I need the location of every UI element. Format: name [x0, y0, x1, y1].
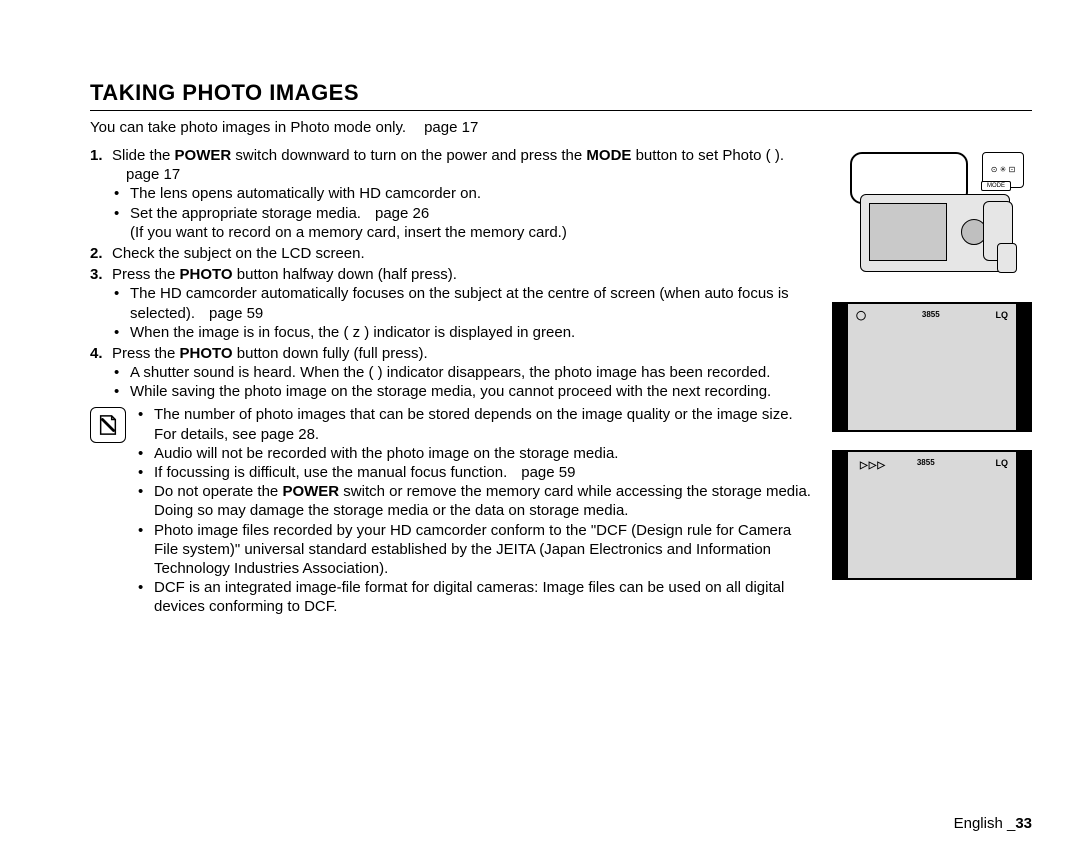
bullet-item: The lens opens automatically with HD cam… — [112, 184, 814, 203]
manual-page: TAKING PHOTO IMAGES You can take photo i… — [0, 0, 1080, 866]
black-bar-right — [1016, 304, 1030, 430]
step-bullets: The lens opens automatically with HD cam… — [112, 184, 814, 242]
figure-camcorder: ⊙ ✳ ⊡ MODE — [832, 146, 1032, 284]
page-ref: page 59 — [521, 463, 575, 482]
section-title: TAKING PHOTO IMAGES — [90, 80, 1032, 111]
figure-column: ⊙ ✳ ⊡ MODE ◯ 3855 LQ — [832, 146, 1032, 617]
footer-page-number: 33 — [1015, 815, 1032, 832]
camera-lcd — [869, 203, 947, 261]
intro-pageref: page 17 — [424, 119, 478, 136]
bullet-tail: (If you want to record on a memory card,… — [130, 224, 567, 241]
step-text: Press the PHOTO button down fully (full … — [112, 345, 428, 362]
note-item: Audio will not be recorded with the phot… — [136, 444, 814, 463]
content-row: 1. Slide the POWER switch downward to tur… — [90, 146, 1032, 617]
note-block: The number of photo images that can be s… — [90, 405, 814, 616]
camera-strap — [997, 243, 1017, 273]
page-ref: page 59 — [209, 304, 263, 323]
step-text: Slide the POWER switch downward to turn … — [112, 147, 784, 183]
step-number: 3. — [90, 265, 103, 284]
page-ref: page 26 — [375, 204, 429, 223]
text-column: 1. Slide the POWER switch downward to tur… — [90, 146, 814, 617]
bullet-item: When the image is in focus, the ( z ) in… — [112, 323, 814, 342]
mode-button-label: MODE — [981, 181, 1011, 191]
bullet-item: A shutter sound is heard. When the ( ) i… — [112, 363, 814, 382]
page-footer: English _33 — [954, 815, 1032, 832]
note-icon — [90, 407, 126, 443]
step-text: Check the subject on the LCD screen. — [112, 245, 365, 262]
footer-language: English _ — [954, 815, 1016, 832]
step-number: 4. — [90, 344, 103, 363]
black-bar-left — [834, 304, 848, 430]
step-item: 1. Slide the POWER switch downward to tur… — [90, 146, 814, 242]
quality-indicator: LQ — [995, 458, 1008, 468]
camera-body — [860, 194, 1010, 272]
step-item: 4. Press the PHOTO button down fully (ful… — [90, 344, 814, 402]
quality-indicator: LQ — [996, 310, 1009, 321]
note-item: Do not operate the POWER switch or remov… — [136, 482, 814, 520]
figure-screen-saving: ▷▷▷ 3855 LQ — [832, 450, 1032, 580]
step-text: Press the PHOTO button halfway down (hal… — [112, 266, 457, 283]
ctrl-glyphs: ⊙ ✳ ⊡ — [991, 166, 1016, 174]
step-item: 2. Check the subject on the LCD screen. — [90, 244, 814, 263]
intro-line: You can take photo images in Photo mode … — [90, 119, 1032, 136]
black-bar-right — [1016, 452, 1030, 578]
bullet-item: The HD camcorder automatically focuses o… — [112, 284, 814, 322]
step-item: 3. Press the PHOTO button halfway down (h… — [90, 265, 814, 342]
step-bullets: A shutter sound is heard. When the ( ) i… — [112, 363, 814, 401]
shots-remaining: 3855 — [917, 458, 935, 468]
bullet-item: While saving the photo image on the stor… — [112, 382, 814, 401]
note-item: The number of photo images that can be s… — [136, 405, 814, 443]
step-number: 1. — [90, 146, 103, 165]
screen-top-row: ◯ 3855 LQ — [856, 310, 1008, 321]
figure-screen-focus: ◯ 3855 LQ — [832, 302, 1032, 432]
note-item: Photo image files recorded by your HD ca… — [136, 521, 814, 579]
step-bullets: The HD camcorder automatically focuses o… — [112, 284, 814, 342]
step-number: 2. — [90, 244, 103, 263]
screen-top-row: 3855 LQ — [856, 458, 1008, 468]
notes-list: The number of photo images that can be s… — [136, 405, 814, 616]
focus-circle-icon: ◯ — [856, 310, 866, 321]
black-bar-left — [834, 452, 848, 578]
intro-text: You can take photo images in Photo mode … — [90, 119, 406, 136]
note-item: DCF is an integrated image-file format f… — [136, 578, 814, 616]
steps-list: 1. Slide the POWER switch downward to tur… — [90, 146, 814, 401]
bullet-item: Set the appropriate storage media.page 2… — [112, 204, 814, 242]
note-item: If focussing is difficult, use the manua… — [136, 463, 814, 482]
page-ref: page 17 — [126, 165, 180, 184]
shots-remaining: 3855 — [922, 310, 940, 321]
control-icons: ⊙ ✳ ⊡ MODE — [982, 152, 1024, 188]
